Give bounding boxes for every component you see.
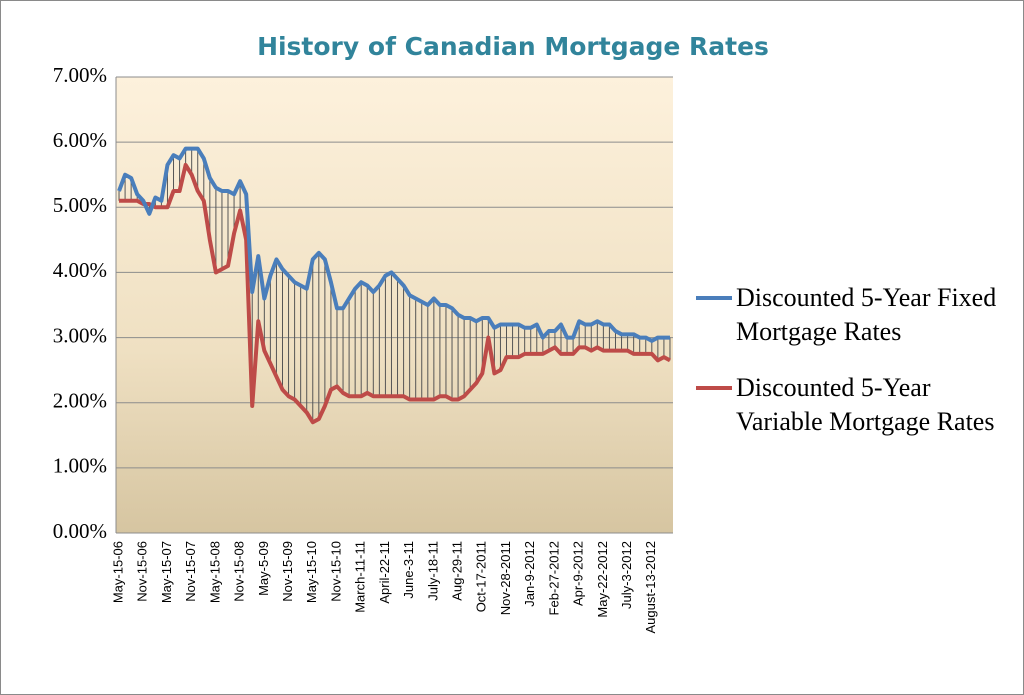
y-tick-label: 2.00% (53, 389, 107, 413)
x-tick-label: Nov-15-06 (135, 541, 150, 602)
y-tick-label: 4.00% (53, 258, 107, 282)
x-tick-label: May-15-07 (159, 541, 174, 603)
x-tick-label: March-11-11 (353, 541, 368, 613)
x-tick-label: Nov-28-2011 (498, 541, 513, 615)
x-tick-label: Nov-15-09 (280, 541, 295, 602)
x-tick-label: Aug-29-11 (450, 541, 465, 601)
x-tick-label: July-3-2012 (619, 541, 634, 609)
y-tick-label: 0.00% (53, 519, 107, 543)
x-tick-label: May-15-10 (304, 541, 319, 603)
x-tick-label: May-5-09 (256, 541, 271, 596)
x-tick-label: Feb-27-2012 (546, 541, 561, 615)
x-tick-label: Oct-17-2011 (474, 541, 489, 612)
legend: Discounted 5-Year Fixed Mortgage Rates Di… (696, 281, 1016, 461)
legend-label: Discounted 5-Year Variable Mortgage Rate… (736, 373, 995, 436)
x-tick-label: May-22-2012 (595, 541, 610, 618)
x-tick-label: Nov-15-08 (232, 541, 247, 602)
series-line (117, 146, 670, 343)
y-tick-label: 3.00% (53, 323, 107, 347)
legend-item: Discounted 5-Year Variable Mortgage Rate… (696, 371, 1016, 439)
x-tick-label: Nov-15-07 (183, 541, 198, 602)
x-tick-label: August-13-2012 (643, 541, 658, 634)
legend-item: Discounted 5-Year Fixed Mortgage Rates (696, 281, 1016, 349)
plot-area (116, 77, 673, 533)
chart-title: History of Canadian Mortgage Rates (257, 32, 769, 61)
legend-swatch (696, 296, 732, 300)
x-tick-label: Jan-9-2012 (522, 541, 537, 607)
x-tick-label: Apr-9-2012 (571, 541, 586, 606)
legend-swatch (696, 386, 732, 390)
y-tick-label: 5.00% (53, 193, 107, 217)
x-tick-label: May-15-08 (207, 541, 222, 603)
y-tick-label: 6.00% (53, 128, 107, 152)
x-tick-label: May-15-06 (110, 541, 125, 603)
x-tick-label: July-18-11 (425, 541, 440, 601)
x-tick-label: June-3-11 (401, 541, 416, 599)
y-tick-label: 1.00% (53, 454, 107, 478)
y-tick-label: 7.00% (53, 63, 107, 87)
legend-label: Discounted 5-Year Fixed Mortgage Rates (736, 283, 997, 346)
series-line (119, 162, 671, 425)
x-tick-label: April-22-11 (377, 541, 392, 604)
x-tick-label: Nov-15-10 (328, 541, 343, 602)
